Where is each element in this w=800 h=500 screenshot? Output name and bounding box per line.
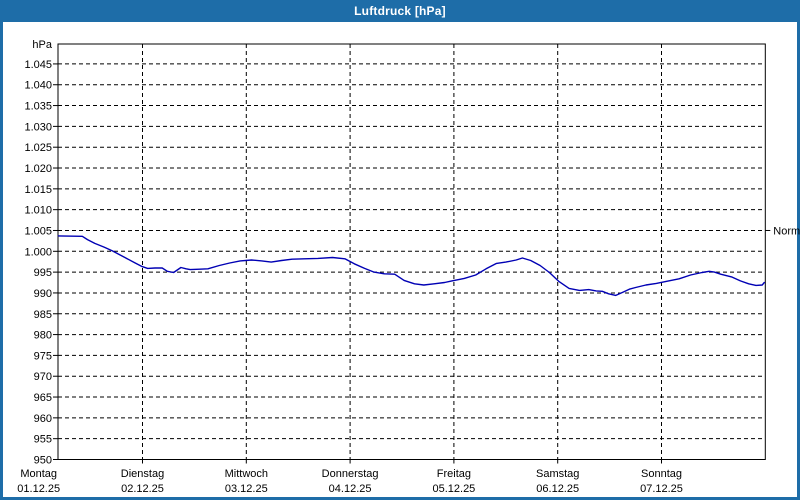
y-tick-label: 960: [34, 413, 52, 425]
y-tick-label: 995: [34, 267, 52, 279]
normal-label: Normal: [773, 225, 800, 237]
date-label: 06.12.25: [536, 483, 579, 495]
day-label: Montag: [20, 468, 57, 480]
y-tick-label: 955: [34, 434, 52, 446]
y-tick-label: 1.015: [24, 184, 52, 196]
date-label: 04.12.25: [329, 483, 372, 495]
date-label: 05.12.25: [432, 483, 475, 495]
date-label: 01.12.25: [17, 483, 60, 495]
pressure-curve: [57, 235, 765, 297]
y-tick-label: 1.045: [24, 59, 52, 71]
y-tick-label: 975: [34, 350, 52, 362]
y-tick-label: 1.035: [24, 101, 52, 113]
y-tick-label: 1.010: [24, 205, 52, 217]
chart-panel: 1.045 1.040 1.035 1.030 1.025 1.020 1.015 1.010…: [3, 22, 800, 497]
y-tick-label: 1.000: [24, 246, 52, 258]
y-axis-unit-label: hPa: [32, 39, 52, 51]
y-tick-label: 1.020: [24, 163, 52, 175]
date-label: 02.12.25: [121, 483, 164, 495]
y-tick-label: 1.030: [24, 121, 52, 133]
y-tick-label: 990: [34, 288, 52, 300]
y-tick-label: 1.005: [24, 225, 52, 237]
date-label: 07.12.25: [640, 483, 683, 495]
y-tick-label: 965: [34, 392, 52, 404]
day-label: Donnerstag: [322, 468, 379, 480]
titlebar: Luftdruck [hPa]: [0, 0, 800, 22]
y-tick-label: 1.025: [24, 142, 52, 154]
day-label: Freitag: [437, 468, 471, 480]
y-tick-label: 985: [34, 309, 52, 321]
y-tick-label: 970: [34, 371, 52, 383]
date-label: 03.12.25: [225, 483, 268, 495]
y-tick-label: 980: [34, 330, 52, 342]
day-label: Samstag: [536, 468, 579, 480]
window-title: Luftdruck [hPa]: [354, 4, 446, 18]
day-label: Dienstag: [121, 468, 164, 480]
y-tick-label: 950: [34, 455, 52, 467]
day-label: Mittwoch: [225, 468, 268, 480]
y-tick-label: 1.040: [24, 80, 52, 92]
day-label: Sonntag: [641, 468, 682, 480]
